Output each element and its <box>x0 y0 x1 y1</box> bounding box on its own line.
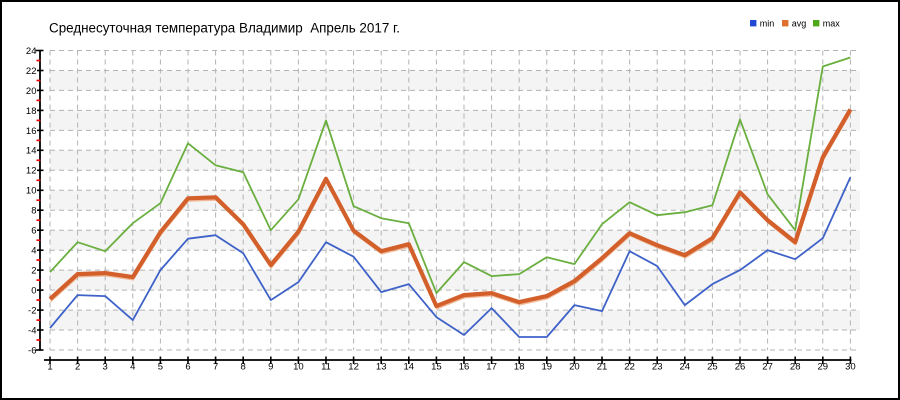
svg-text:23: 23 <box>652 361 663 372</box>
svg-text:12: 12 <box>26 166 37 177</box>
svg-text:17: 17 <box>486 361 497 372</box>
svg-text:13: 13 <box>376 361 387 372</box>
svg-text:25: 25 <box>707 361 718 372</box>
svg-text:4: 4 <box>130 361 135 372</box>
svg-text:26: 26 <box>735 361 746 372</box>
svg-text:20: 20 <box>569 361 580 372</box>
svg-text:27: 27 <box>762 361 773 372</box>
svg-text:29: 29 <box>818 361 829 372</box>
svg-text:22: 22 <box>26 66 37 77</box>
svg-text:-6: -6 <box>28 345 36 356</box>
svg-text:5: 5 <box>158 361 163 372</box>
svg-text:18: 18 <box>26 106 37 117</box>
svg-text:24: 24 <box>680 361 691 372</box>
svg-text:3: 3 <box>103 361 108 372</box>
svg-text:8: 8 <box>31 206 36 217</box>
svg-text:16: 16 <box>26 126 37 137</box>
svg-text:-4: -4 <box>28 325 36 336</box>
svg-text:20: 20 <box>26 86 37 97</box>
svg-text:16: 16 <box>459 361 470 372</box>
svg-text:8: 8 <box>241 361 246 372</box>
svg-text:24: 24 <box>26 46 37 57</box>
svg-text:6: 6 <box>31 226 36 237</box>
svg-text:9: 9 <box>268 361 273 372</box>
svg-text:1: 1 <box>47 361 52 372</box>
svg-text:min: min <box>760 19 775 29</box>
svg-text:19: 19 <box>542 361 553 372</box>
svg-text:Среднесуточная температура Вла: Среднесуточная температура Владимир Апре… <box>49 21 400 36</box>
svg-text:max: max <box>823 19 841 29</box>
svg-text:6: 6 <box>185 361 190 372</box>
svg-text:28: 28 <box>790 361 801 372</box>
svg-text:12: 12 <box>348 361 359 372</box>
svg-text:15: 15 <box>431 361 442 372</box>
svg-text:2: 2 <box>31 266 36 277</box>
svg-text:18: 18 <box>514 361 525 372</box>
svg-text:22: 22 <box>624 361 635 372</box>
svg-text:-2: -2 <box>28 306 36 317</box>
svg-text:10: 10 <box>26 186 37 197</box>
svg-text:30: 30 <box>845 361 856 372</box>
svg-text:7: 7 <box>213 361 218 372</box>
svg-text:4: 4 <box>31 246 36 257</box>
svg-text:2: 2 <box>75 361 80 372</box>
svg-text:10: 10 <box>293 361 304 372</box>
svg-text:14: 14 <box>26 146 37 157</box>
svg-text:11: 11 <box>321 361 331 372</box>
svg-text:avg: avg <box>792 19 807 29</box>
svg-text:21: 21 <box>597 361 608 372</box>
svg-text:0: 0 <box>31 286 36 297</box>
svg-text:14: 14 <box>404 361 415 372</box>
